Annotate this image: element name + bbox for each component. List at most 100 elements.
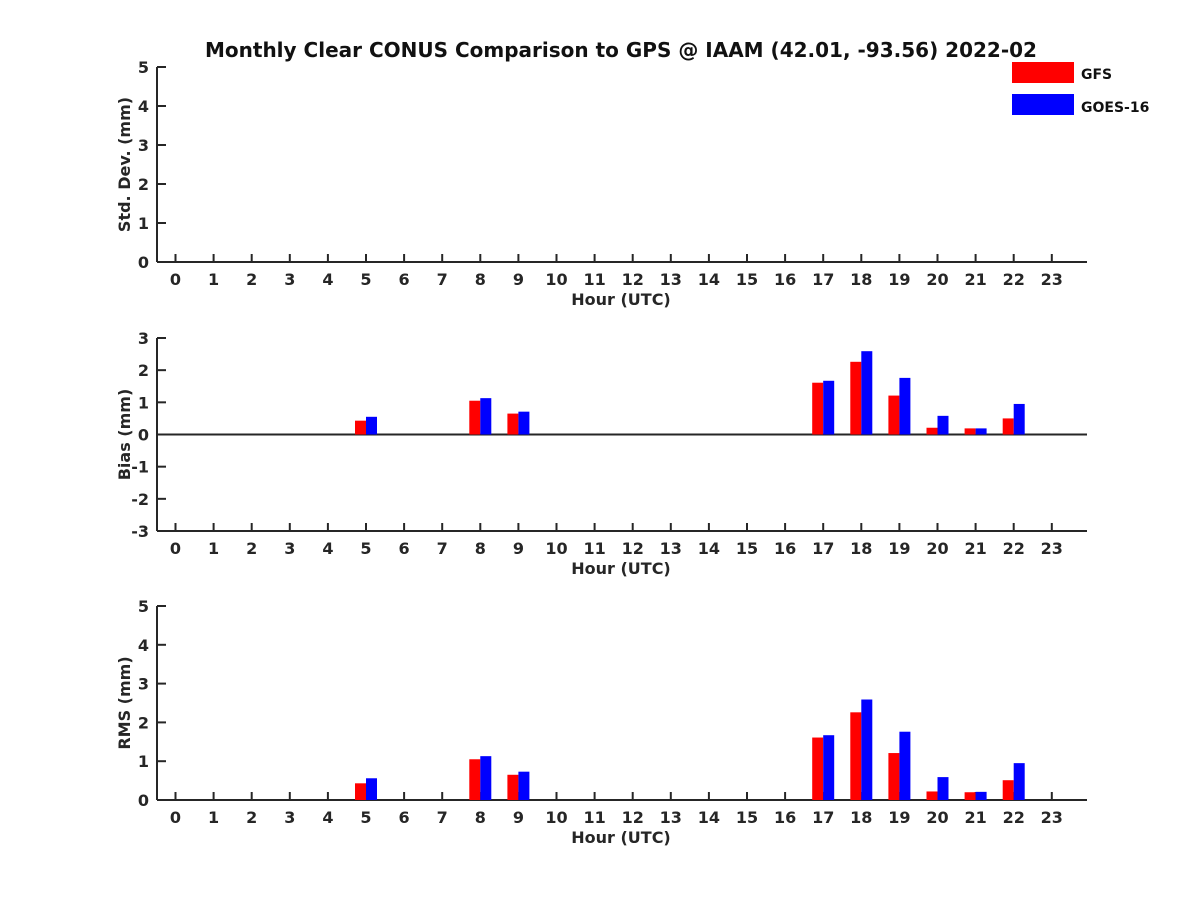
- y-axis-label: Bias (mm): [115, 389, 134, 481]
- x-tick-label: 5: [360, 539, 371, 558]
- x-tick-label: 17: [812, 270, 834, 289]
- x-tick-label: 3: [284, 539, 295, 558]
- y-tick-label: 5: [138, 58, 149, 77]
- bar-gfs-hour-17: [812, 737, 824, 800]
- bar-gfs-hour-20: [926, 427, 938, 435]
- x-tick-label: 23: [1041, 808, 1063, 827]
- x-tick-label: 8: [475, 808, 486, 827]
- x-axis-label: Hour (UTC): [571, 290, 671, 309]
- x-tick-label: 14: [698, 270, 720, 289]
- x-axis-label: Hour (UTC): [571, 559, 671, 578]
- x-tick-label: 17: [812, 808, 834, 827]
- bar-goes16-hour-21: [975, 791, 987, 800]
- x-tick-label: 21: [964, 539, 986, 558]
- x-tick-label: 21: [964, 808, 986, 827]
- x-tick-label: 9: [513, 270, 524, 289]
- y-tick-label: 5: [138, 597, 149, 616]
- y-tick-label: 1: [138, 752, 149, 771]
- x-tick-label: 2: [246, 270, 257, 289]
- x-tick-label: 5: [360, 808, 371, 827]
- bar-goes16-hour-20: [937, 415, 949, 435]
- x-tick-label: 10: [545, 539, 567, 558]
- x-tick-label: 1: [208, 808, 219, 827]
- x-tick-label: 18: [850, 539, 872, 558]
- x-tick-label: 0: [170, 270, 181, 289]
- x-tick-label: 19: [888, 808, 910, 827]
- x-axis-label: Hour (UTC): [571, 828, 671, 847]
- x-tick-label: 6: [399, 270, 410, 289]
- x-tick-label: 11: [583, 539, 605, 558]
- bar-gfs-hour-5: [355, 420, 366, 435]
- x-tick-label: 17: [812, 539, 834, 558]
- y-tick-label: 1: [138, 393, 149, 412]
- x-tick-label: 12: [622, 808, 644, 827]
- x-tick-label: 9: [513, 539, 524, 558]
- x-tick-label: 11: [583, 270, 605, 289]
- legend-swatch-gfs: [1012, 62, 1074, 83]
- x-tick-label: 12: [622, 270, 644, 289]
- x-tick-label: 5: [360, 270, 371, 289]
- x-tick-label: 7: [437, 539, 448, 558]
- x-tick-label: 3: [284, 808, 295, 827]
- x-tick-label: 14: [698, 539, 720, 558]
- x-tick-label: 6: [399, 539, 410, 558]
- y-tick-label: 2: [138, 361, 149, 380]
- x-tick-label: 2: [246, 539, 257, 558]
- x-tick-label: 0: [170, 808, 181, 827]
- y-axis-label: RMS (mm): [115, 656, 134, 749]
- x-tick-label: 3: [284, 270, 295, 289]
- y-tick-label: 4: [138, 636, 149, 655]
- y-tick-label: 1: [138, 214, 149, 233]
- bar-gfs-hour-9: [507, 413, 519, 435]
- x-tick-label: 11: [583, 808, 605, 827]
- y-tick-label: -2: [131, 490, 149, 509]
- y-tick-label: 0: [138, 791, 149, 810]
- x-tick-label: 4: [322, 539, 333, 558]
- x-tick-label: 22: [1003, 539, 1025, 558]
- bar-goes16-hour-8: [480, 398, 492, 435]
- x-tick-label: 13: [660, 539, 682, 558]
- bar-gfs-hour-9: [507, 774, 519, 800]
- y-tick-label: -3: [131, 522, 149, 541]
- bar-gfs-hour-19: [888, 753, 900, 800]
- bar-goes16-hour-19: [899, 377, 911, 435]
- legend-swatch-goes16: [1012, 94, 1074, 115]
- bar-goes16-hour-8: [480, 756, 492, 800]
- y-tick-label: 4: [138, 97, 149, 116]
- x-tick-label: 16: [774, 270, 796, 289]
- bar-goes16-hour-9: [518, 411, 530, 435]
- x-tick-label: 13: [660, 808, 682, 827]
- bar-goes16-hour-22: [1013, 403, 1025, 435]
- bar-goes16-hour-20: [937, 777, 949, 800]
- x-tick-label: 22: [1003, 270, 1025, 289]
- x-tick-label: 20: [926, 808, 948, 827]
- x-tick-label: 14: [698, 808, 720, 827]
- bar-goes16-hour-9: [518, 771, 530, 800]
- x-tick-label: 15: [736, 808, 758, 827]
- bar-goes16-hour-21: [975, 428, 987, 435]
- x-tick-label: 20: [926, 270, 948, 289]
- legend: GFS GOES-16: [1012, 62, 1149, 116]
- x-tick-label: 1: [208, 539, 219, 558]
- x-tick-label: 10: [545, 270, 567, 289]
- bar-goes16-hour-17: [823, 380, 835, 435]
- x-tick-label: 18: [850, 270, 872, 289]
- x-tick-label: 23: [1041, 270, 1063, 289]
- bar-gfs-hour-18: [850, 712, 862, 800]
- bar-goes16-hour-18: [861, 699, 873, 800]
- x-tick-label: 8: [475, 539, 486, 558]
- bar-goes16-hour-22: [1013, 763, 1025, 800]
- y-tick-label: 2: [138, 175, 149, 194]
- x-tick-label: 4: [322, 808, 333, 827]
- bar-gfs-hour-5: [355, 783, 366, 800]
- bar-gfs-hour-19: [888, 395, 900, 435]
- bar-gfs-hour-22: [1002, 418, 1014, 435]
- bar-gfs-hour-22: [1002, 780, 1014, 800]
- x-tick-label: 19: [888, 270, 910, 289]
- bar-gfs-hour-21: [964, 428, 976, 435]
- x-tick-label: 10: [545, 808, 567, 827]
- y-tick-label: -1: [131, 458, 149, 477]
- x-tick-label: 4: [322, 270, 333, 289]
